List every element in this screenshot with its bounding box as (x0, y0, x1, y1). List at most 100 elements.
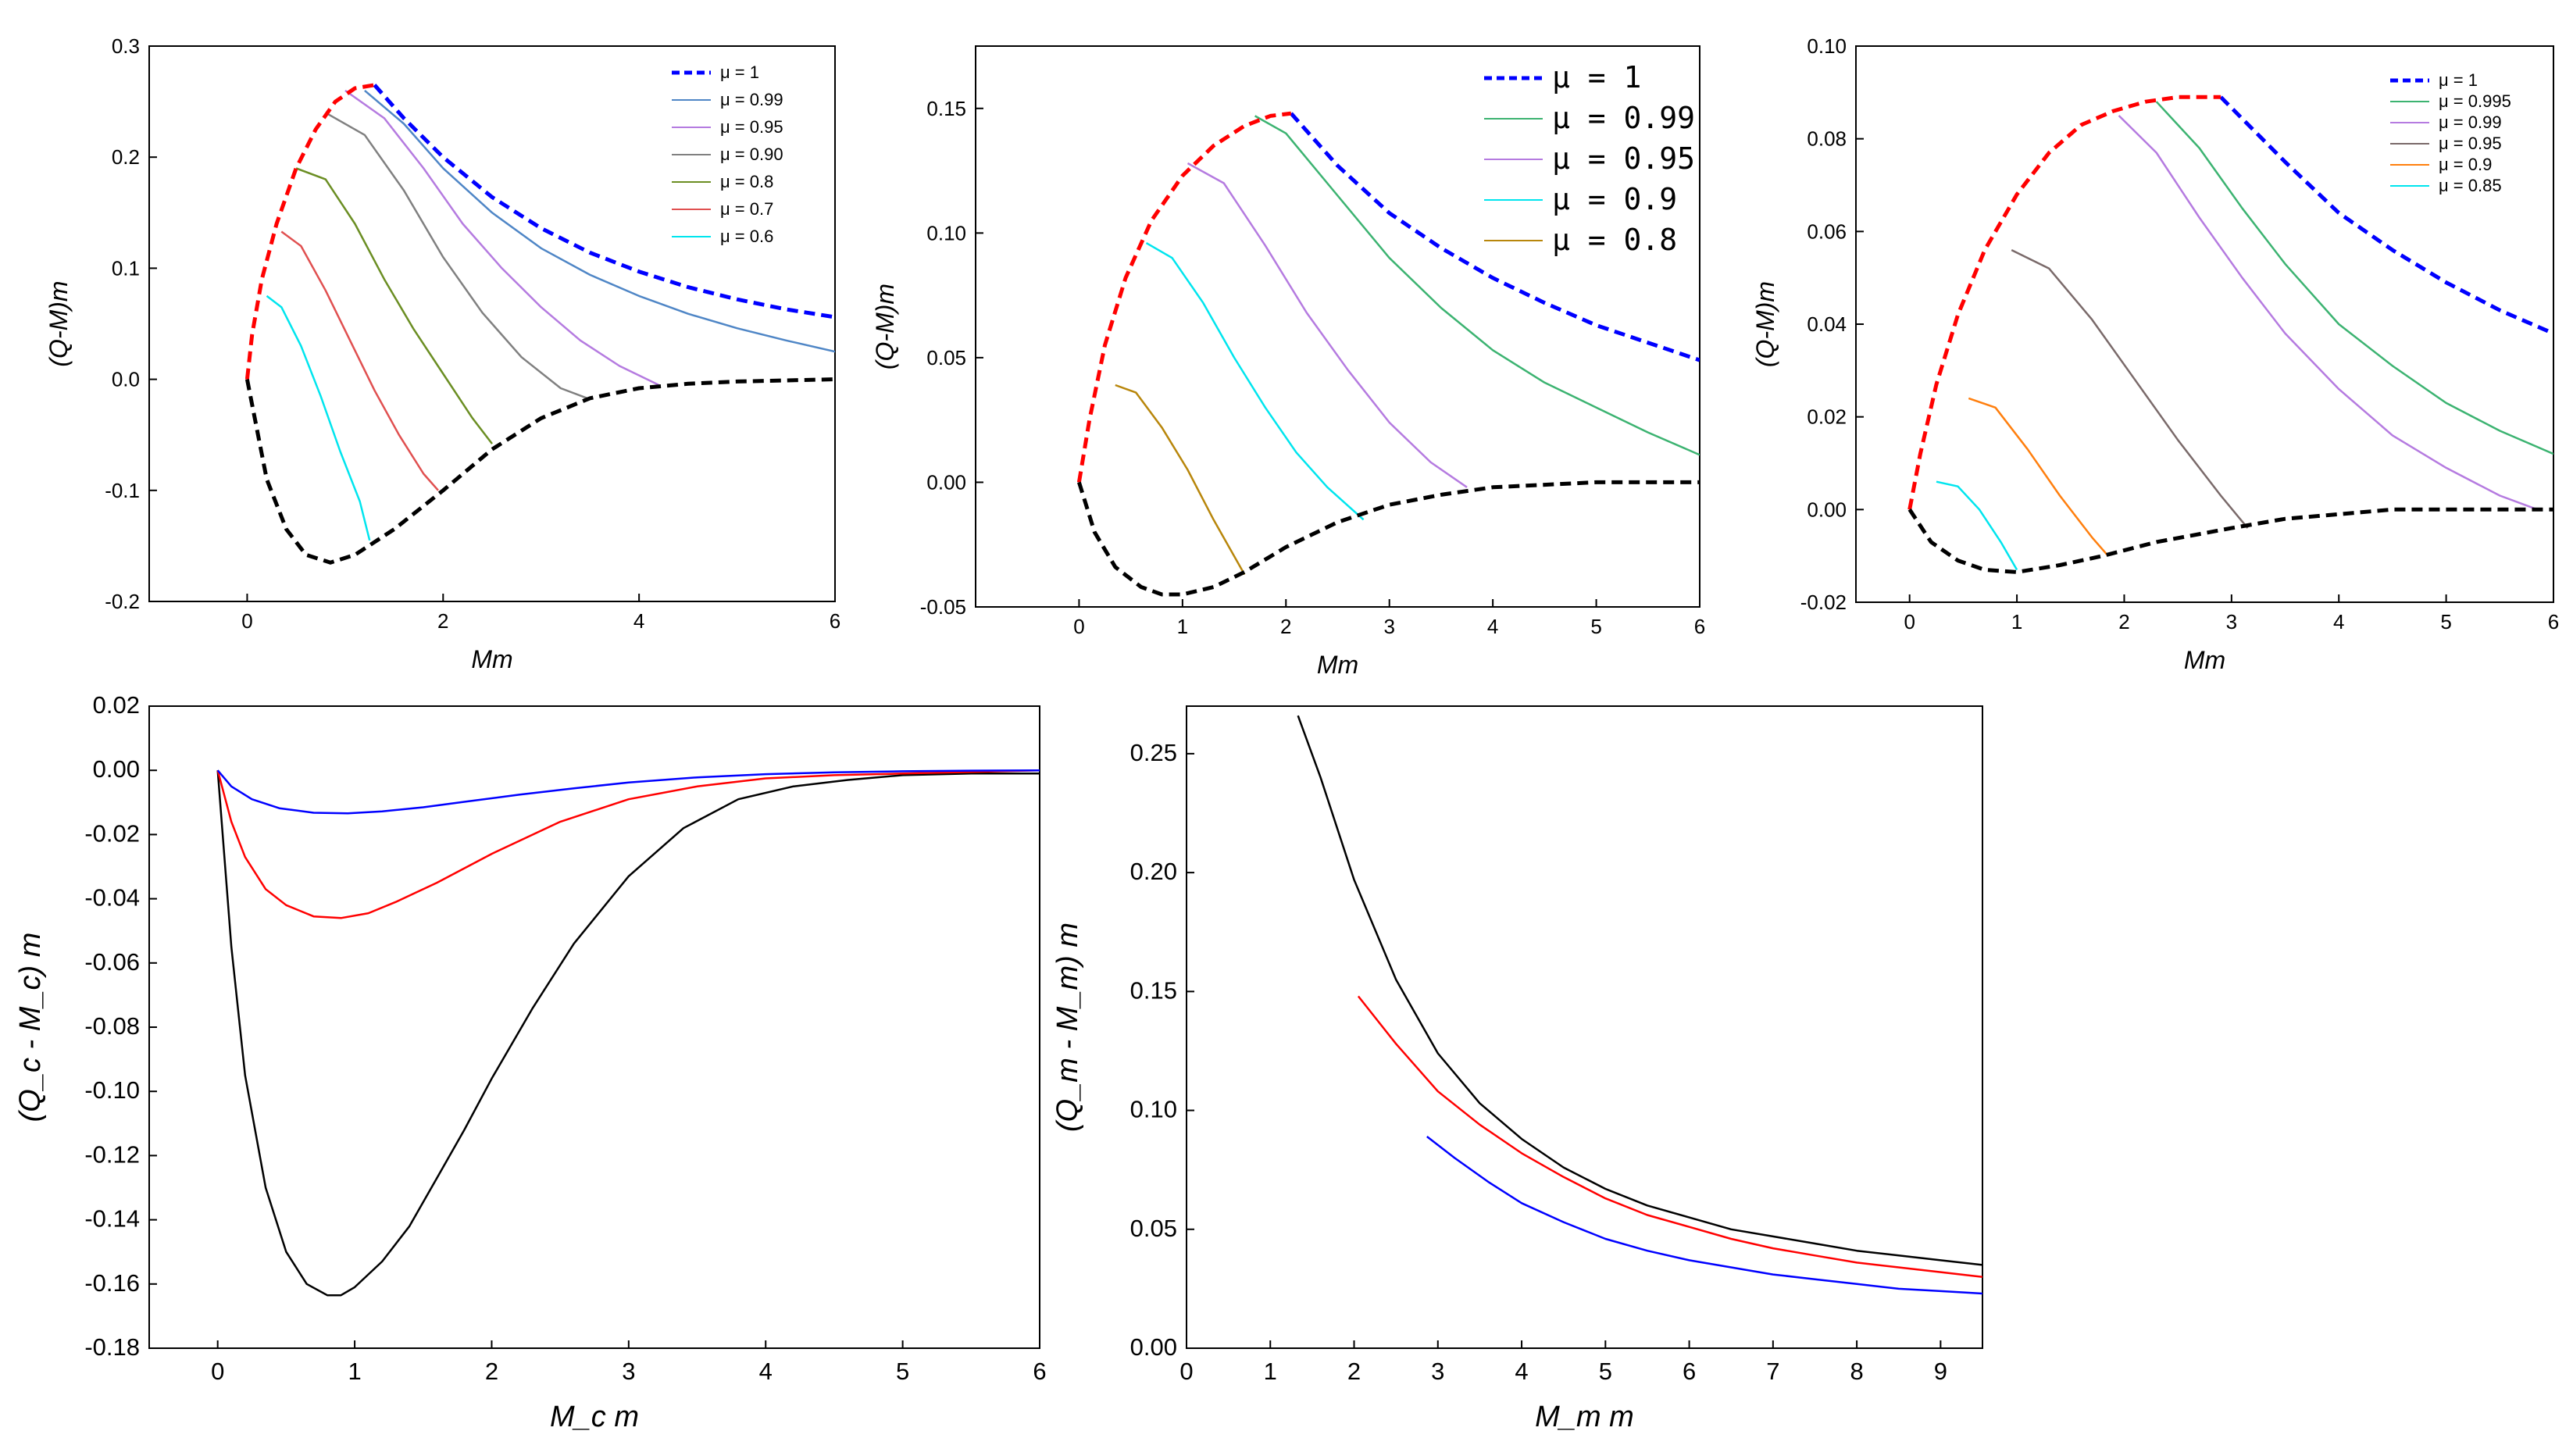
y-tick-label: 0.05 (926, 346, 966, 369)
legend-label: μ = 0.6 (720, 227, 773, 246)
y-tick-label: 0.00 (926, 470, 966, 494)
plot-frame (1186, 705, 1983, 1349)
legend-label: μ = 0.995 (2439, 91, 2511, 111)
y-tick-label: 0.00 (1807, 498, 1847, 521)
y-tick-label: 0.02 (1807, 405, 1847, 429)
series-line--0.995 (2155, 101, 2553, 455)
legend-label: μ = 0.90 (720, 145, 783, 164)
x-tick-label: 6 (2548, 610, 2559, 633)
y-tick-label: 0.00 (93, 755, 140, 783)
x-tick-label: 2 (485, 1358, 498, 1385)
legend-label: μ = 1 (720, 62, 759, 82)
y-tick-label: -0.18 (84, 1333, 140, 1361)
y-tick-label: -0.02 (1800, 591, 1847, 614)
chart-panel-bottom-right: 0 1 2 3 4 5 6 7 8 9 0.00 0.05 0.10 0.15 0.20 0.25 M_m m (… (1051, 705, 1983, 1433)
series-line--0.95 (2011, 248, 2249, 529)
legend-label: μ = 0.8 (1552, 223, 1677, 257)
y-tick-label: 0.25 (1130, 739, 1177, 766)
legend-label: μ = 0.8 (720, 172, 773, 191)
chart-panel-top-right: 0 1 2 3 4 5 6 -0.02 0.00 0.02 0.04 0.06 0.08 0.10 Mm (Q… (1751, 34, 2559, 674)
x-axis-label: M_c m (550, 1401, 639, 1433)
y-tick-label: 0.04 (1807, 312, 1847, 336)
x-axis-label: Mm (2184, 646, 2225, 674)
series-line-blue (216, 769, 1040, 815)
x-tick-label: 0 (241, 609, 252, 633)
y-tick-label: 0.10 (1807, 34, 1847, 58)
legend-label: μ = 0.95 (2439, 134, 2502, 153)
series-line-lower-envelope (244, 377, 835, 565)
series-line-lower-envelope (1907, 507, 2553, 574)
y-tick-label: 0.0 (112, 368, 140, 391)
x-tick-label: 7 (1766, 1358, 1779, 1385)
series-line-upper-envelope (244, 83, 375, 380)
series-line--0.7 (280, 230, 439, 491)
x-tick-label: 8 (1850, 1358, 1863, 1385)
y-tick-label: 0.02 (93, 691, 140, 719)
x-tick-label: 4 (1487, 615, 1498, 638)
y-tick-label: 0.20 (1130, 858, 1177, 885)
x-tick-label: 3 (1431, 1358, 1444, 1385)
series-line-lower-envelope (1077, 480, 1700, 597)
x-axis-label: Mm (471, 645, 512, 673)
series-line-blue (1426, 1136, 1982, 1295)
y-tick-label: 0.05 (1130, 1215, 1177, 1242)
legend-label: μ = 0.9 (1552, 182, 1677, 216)
x-tick-label: 9 (1934, 1358, 1947, 1385)
x-tick-label: 4 (1515, 1358, 1528, 1385)
x-tick-label: 2 (2118, 610, 2129, 633)
x-tick-label: 6 (830, 609, 840, 633)
y-tick-label: 0.2 (112, 145, 140, 169)
x-tick-label: 2 (1347, 1358, 1361, 1385)
series-line-upper-envelope (1907, 95, 2221, 510)
x-tick-label: 5 (1599, 1358, 1612, 1385)
y-tick-label: -0.16 (84, 1269, 140, 1297)
series-line--0.95 (344, 89, 659, 386)
y-tick-label: -0.2 (105, 590, 140, 613)
y-tick-label: -0.12 (84, 1140, 140, 1168)
y-tick-label: -0.08 (84, 1012, 140, 1040)
y-tick-label: 0.10 (926, 221, 966, 244)
x-tick-label: 3 (622, 1358, 635, 1385)
x-tick-label: 4 (2333, 610, 2344, 633)
x-tick-label: 6 (1683, 1358, 1696, 1385)
series-line--0.99 (1254, 115, 1700, 456)
series-line-black (216, 770, 1040, 1297)
x-tick-label: 2 (1280, 615, 1291, 638)
x-tick-label: 6 (1694, 615, 1705, 638)
y-tick-label: 0.06 (1807, 219, 1847, 243)
series-line--1 (2219, 95, 2553, 336)
y-tick-label: -0.10 (84, 1076, 140, 1104)
x-tick-label: 5 (2440, 610, 2451, 633)
y-axis-label: (Q-M)m (1751, 281, 1779, 367)
x-tick-label: 0 (211, 1358, 224, 1385)
y-tick-label: 0.00 (1130, 1333, 1177, 1361)
legend-label: μ = 1 (1552, 60, 1641, 95)
y-tick-label: -0.02 (84, 819, 140, 847)
chart-panel-top-middle: 0 1 2 3 4 5 6 -0.05 0.00 0.05 0.10 0.15 Mm (Q-M)m μ = … (871, 45, 1705, 679)
y-tick-label: 0.1 (112, 256, 140, 280)
y-tick-label: 0.08 (1807, 127, 1847, 151)
legend-label: μ = 0.99 (2439, 112, 2502, 132)
series-line-upper-envelope (1076, 111, 1292, 483)
x-tick-label: 4 (759, 1358, 773, 1385)
series-line-red (216, 769, 1040, 919)
x-tick-label: 4 (633, 609, 644, 633)
plot-frame (975, 45, 1700, 608)
x-tick-label: 1 (1264, 1358, 1277, 1385)
series-line--0.85 (1936, 480, 2018, 571)
series-line--0.9 (1145, 242, 1365, 521)
legend-label: μ = 0.95 (720, 117, 783, 137)
plot-frame (148, 45, 836, 602)
y-tick-label: 0.15 (926, 97, 966, 120)
series-line--1 (1290, 112, 1700, 362)
y-tick-label: 0.3 (112, 34, 140, 58)
series-line--0.8 (1115, 384, 1246, 576)
y-axis-label: (Q-M)m (871, 284, 899, 369)
legend-label: μ = 0.99 (720, 90, 783, 109)
plot-frame (148, 705, 1040, 1349)
x-tick-label: 5 (1590, 615, 1601, 638)
y-tick-label: -0.05 (920, 595, 966, 619)
y-tick-label: 0.10 (1130, 1096, 1177, 1123)
x-axis-label: M_m m (1535, 1401, 1634, 1433)
y-tick-label: 0.15 (1130, 976, 1177, 1004)
